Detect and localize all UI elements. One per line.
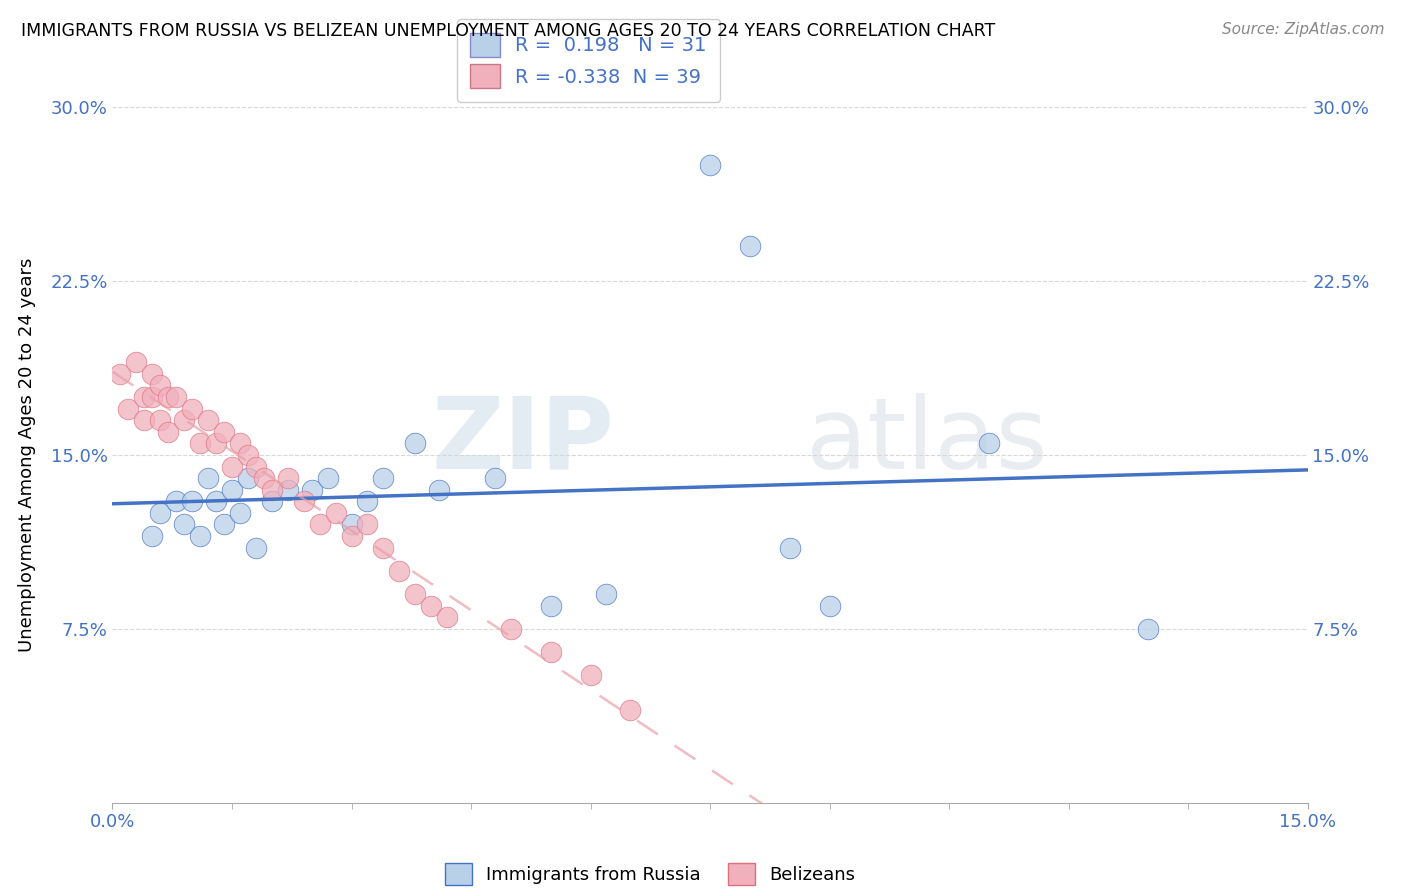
Text: ZIP: ZIP — [432, 392, 614, 490]
Text: IMMIGRANTS FROM RUSSIA VS BELIZEAN UNEMPLOYMENT AMONG AGES 20 TO 24 YEARS CORREL: IMMIGRANTS FROM RUSSIA VS BELIZEAN UNEMP… — [21, 22, 995, 40]
Point — [110, 367, 132, 381]
Point — [292, 494, 315, 508]
Point — [420, 599, 443, 613]
Point — [236, 471, 259, 485]
Point — [388, 564, 411, 578]
Point — [540, 645, 562, 659]
Point — [221, 459, 243, 474]
Point — [404, 587, 426, 601]
Point — [134, 390, 156, 404]
Point — [245, 541, 267, 555]
Point — [277, 483, 299, 497]
Point — [308, 517, 330, 532]
Point — [221, 483, 243, 497]
Point — [779, 541, 801, 555]
Point — [205, 436, 228, 450]
Point — [165, 390, 187, 404]
Point — [157, 390, 180, 404]
Text: Source: ZipAtlas.com: Source: ZipAtlas.com — [1222, 22, 1385, 37]
Point — [157, 425, 180, 439]
Point — [173, 517, 195, 532]
Point — [134, 413, 156, 427]
Point — [149, 506, 172, 520]
Point — [1137, 622, 1160, 636]
Point — [236, 448, 259, 462]
Point — [197, 413, 219, 427]
Point — [260, 483, 283, 497]
Point — [340, 517, 363, 532]
Point — [212, 517, 235, 532]
Point — [699, 158, 721, 172]
Point — [325, 506, 347, 520]
Point — [356, 494, 378, 508]
Point — [436, 610, 458, 624]
Legend: Immigrants from Russia, Belizeans: Immigrants from Russia, Belizeans — [436, 854, 865, 892]
Point — [818, 599, 841, 613]
Point — [277, 471, 299, 485]
Point — [212, 425, 235, 439]
Point — [149, 378, 172, 392]
Point — [373, 541, 395, 555]
Point — [141, 390, 163, 404]
Point — [619, 703, 641, 717]
Point — [205, 494, 228, 508]
Point — [484, 471, 506, 485]
Y-axis label: Unemployment Among Ages 20 to 24 years: Unemployment Among Ages 20 to 24 years — [18, 258, 37, 652]
Point — [540, 599, 562, 613]
Point — [173, 413, 195, 427]
Point — [579, 668, 602, 682]
Point — [125, 355, 148, 369]
Point — [373, 471, 395, 485]
Point — [316, 471, 339, 485]
Text: atlas: atlas — [806, 392, 1047, 490]
Point — [188, 436, 211, 450]
Point — [181, 494, 204, 508]
Point — [301, 483, 323, 497]
Point — [165, 494, 187, 508]
Point — [188, 529, 211, 543]
Point — [149, 413, 172, 427]
Point — [181, 401, 204, 416]
Point — [595, 587, 617, 601]
Point — [141, 529, 163, 543]
Point — [117, 401, 139, 416]
Point — [499, 622, 522, 636]
Point — [229, 436, 252, 450]
Point — [245, 459, 267, 474]
Point — [197, 471, 219, 485]
Point — [340, 529, 363, 543]
Point — [141, 367, 163, 381]
Point — [229, 506, 252, 520]
Point — [977, 436, 1000, 450]
Point — [260, 494, 283, 508]
Point — [738, 239, 761, 253]
Point — [427, 483, 450, 497]
Point — [253, 471, 276, 485]
Point — [404, 436, 426, 450]
Point — [356, 517, 378, 532]
